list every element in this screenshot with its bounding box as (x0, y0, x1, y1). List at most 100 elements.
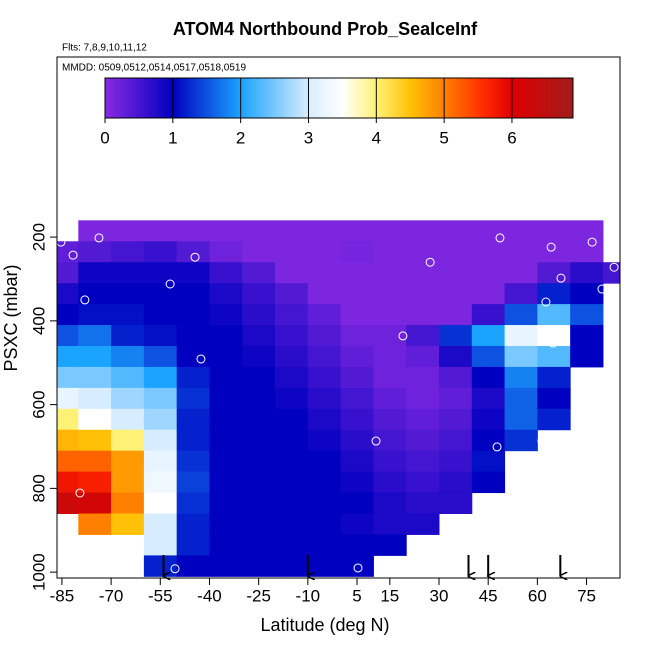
heatmap-cell (111, 262, 145, 284)
heatmap-cell (373, 408, 407, 431)
heatmap-cell (307, 366, 342, 389)
heatmap-cell (340, 492, 374, 515)
heatmap-cell (275, 345, 309, 368)
heatmap-cell (340, 534, 374, 556)
heatmap-cell (439, 283, 473, 305)
heatmap-cell (307, 283, 342, 305)
colorbar-tick-label: 2 (236, 128, 245, 147)
heatmap-cell (242, 534, 276, 556)
sample-point (597, 284, 607, 294)
heatmap-cell (176, 429, 210, 452)
heatmap-cell (78, 513, 112, 535)
heatmap-cell (537, 345, 571, 368)
heatmap-cell (209, 513, 243, 535)
heatmap-cell (209, 220, 243, 242)
heatmap-cell (176, 262, 210, 284)
heatmap-cell (373, 325, 407, 347)
x-tick-label: 5 (352, 586, 361, 605)
heatmap-cell (111, 304, 145, 326)
heatmap-cell (307, 429, 342, 452)
heatmap-cell (242, 513, 276, 535)
heatmap-cell (242, 429, 276, 452)
heatmap-cell (242, 450, 276, 473)
heatmap-cell (57, 283, 79, 305)
heatmap-cell (373, 220, 407, 242)
colorbar-tick-label: 3 (304, 128, 313, 147)
heatmap-cell (406, 450, 440, 473)
heatmap-cell (275, 471, 309, 494)
heatmap-cell (406, 429, 440, 452)
sample-point (165, 279, 175, 289)
heatmap-cell (275, 450, 309, 473)
heatmap-cell (340, 555, 374, 577)
heatmap-cell (373, 513, 407, 535)
heatmap-cell (307, 408, 342, 431)
heatmap-cell (176, 325, 210, 347)
heatmap-cell (111, 471, 145, 494)
x-tick-label: 60 (528, 586, 547, 605)
heatmap-cell (78, 408, 112, 431)
heatmap-cell (471, 283, 506, 305)
heatmap-cell (340, 241, 374, 263)
heatmap-cell (209, 555, 243, 577)
heatmap-cell (57, 366, 79, 389)
heatmap-cell (275, 325, 309, 347)
heatmap-cell (57, 429, 79, 452)
heatmap-cell (406, 492, 440, 515)
heatmap-cell (570, 241, 604, 263)
heatmap-cell (176, 283, 210, 305)
heatmap-cell (537, 366, 571, 389)
heatmap-cell (143, 220, 178, 242)
heatmap-cell (242, 408, 276, 431)
heatmap-cell (340, 283, 374, 305)
heatmap-cell (340, 408, 374, 431)
heatmap-cell (307, 325, 342, 347)
heatmap-cell (143, 325, 178, 347)
y-tick-label: 800 (29, 474, 48, 502)
heatmap-cell (57, 262, 79, 284)
heatmap-cell (209, 429, 243, 452)
sample-point (587, 237, 597, 247)
heatmap-cell (209, 492, 243, 515)
heatmap-cell (307, 513, 342, 535)
heatmap-cell (242, 262, 276, 284)
colorbar-tick-label: 0 (100, 128, 109, 147)
heatmap-cell (111, 325, 145, 347)
sample-point (75, 488, 85, 498)
colorbar-tick-label: 4 (372, 128, 381, 147)
heatmap-cell (340, 325, 374, 347)
heatmap-cell (471, 220, 506, 242)
heatmap-cell (209, 366, 243, 389)
x-tick-label: -40 (197, 586, 222, 605)
heatmap-cell (307, 241, 342, 263)
heatmap-cell (242, 387, 276, 410)
heatmap-cell (307, 471, 342, 494)
heatmap-cell (439, 471, 473, 494)
heatmap-cell (275, 220, 309, 242)
heatmap-cell (209, 534, 243, 556)
heatmap-cell (78, 345, 112, 368)
heatmap-cell (209, 304, 243, 326)
heatmap-cell (537, 241, 571, 263)
heatmap-cell (78, 492, 112, 515)
heatmap-cell (471, 408, 506, 431)
heatmap-cell (439, 325, 473, 347)
heatmap-cell (111, 450, 145, 473)
heatmap-cell (406, 345, 440, 368)
heatmap-cell (406, 262, 440, 284)
heatmap-cell (57, 345, 79, 368)
heatmap-cell (143, 408, 178, 431)
heatmap-cell (176, 408, 210, 431)
sample-point (353, 563, 363, 573)
heatmap-cell (176, 513, 210, 535)
heatmap-cell (111, 366, 145, 389)
heatmap-cell (373, 429, 407, 452)
heatmap-cell (275, 304, 309, 326)
heatmap-cell (242, 304, 276, 326)
heatmap-cell (340, 387, 374, 410)
heatmap-cell (504, 241, 538, 263)
y-tick-label: 600 (29, 390, 48, 418)
sample-point (196, 354, 206, 364)
heatmap-cell (111, 513, 145, 535)
heatmap-cell (209, 283, 243, 305)
